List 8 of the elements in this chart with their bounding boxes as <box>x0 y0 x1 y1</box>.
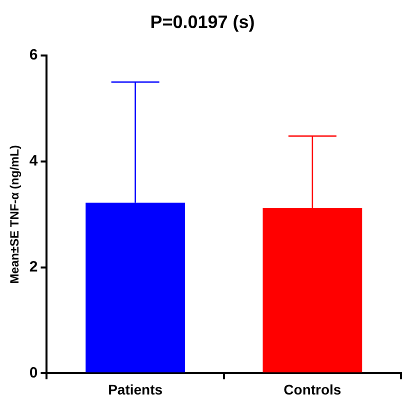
x-tick-label: Controls <box>284 381 342 398</box>
x-tick-label: Patients <box>108 381 163 398</box>
y-tick-label: 2 <box>29 258 38 276</box>
y-axis-title: Mean±SE TNF-α (ng/mL) <box>8 145 22 284</box>
y-tick-label: 4 <box>29 152 38 170</box>
chart-title: P=0.0197 (s) <box>150 12 255 32</box>
y-tick-label: 6 <box>29 46 38 64</box>
y-tick-label: 0 <box>29 364 38 382</box>
